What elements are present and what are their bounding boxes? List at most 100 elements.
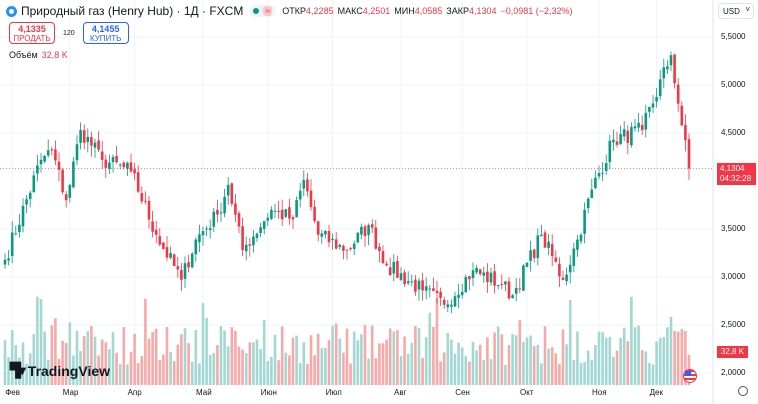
candle-body [248, 244, 252, 246]
volume-bar [363, 325, 367, 385]
y-tick-label: 2,5000 [721, 320, 746, 329]
volume-bar [3, 340, 7, 385]
candle-body [514, 287, 518, 294]
volume-bar [464, 356, 468, 385]
volume-bar [532, 346, 536, 385]
candle-body [86, 136, 90, 143]
volume-bar [183, 328, 187, 385]
us-flag-icon[interactable] [683, 369, 697, 383]
volume-bar [568, 299, 572, 385]
volume-bar [180, 334, 183, 385]
y-tick-label: 2,0000 [721, 368, 746, 377]
candle-body [176, 266, 180, 270]
volume-bar [655, 341, 658, 385]
candle-body [104, 159, 108, 168]
candle-body [543, 232, 547, 248]
volume-bar [187, 343, 190, 385]
candle-body [360, 226, 363, 235]
candle-body [378, 246, 381, 251]
candle-body [147, 200, 151, 220]
x-tick-label: Июл [325, 388, 342, 397]
currency-select[interactable]: USD [718, 3, 754, 19]
volume-bar [122, 327, 126, 385]
candle-body [118, 164, 122, 166]
candle-body [374, 227, 378, 249]
sell-button[interactable]: 4,1335 ПРОДАТЬ [9, 22, 55, 44]
volume-bar [201, 303, 205, 385]
volume-bar [172, 361, 176, 385]
candle-body [576, 239, 579, 250]
volume-legend[interactable]: Объём 32,8 K [9, 50, 68, 60]
volume-bar [28, 353, 32, 385]
symbol-title[interactable]: Природный газ (Henry Hub) · 1Д · FXCM [21, 4, 244, 18]
candle-body [334, 239, 338, 249]
volume-bar [651, 364, 655, 385]
candle-body [414, 279, 417, 292]
candle-body [7, 258, 10, 261]
volume-bar [356, 340, 360, 385]
candle-body [75, 144, 79, 161]
settings-icon[interactable] [738, 386, 748, 396]
candle-body [151, 221, 154, 232]
volume-bar [622, 327, 626, 385]
volume-bar [75, 330, 79, 385]
market-status[interactable]: ≈ [249, 5, 277, 17]
candle-body [669, 55, 673, 66]
volume-bar [421, 357, 424, 385]
candle-body [64, 194, 68, 201]
candle-body [464, 276, 468, 293]
candle-body [201, 231, 205, 236]
volume-bar [543, 326, 547, 385]
volume-bar [86, 331, 90, 385]
candle-body [432, 288, 435, 291]
volume-bar [262, 319, 266, 385]
volume-bar [338, 338, 342, 385]
candle-body [72, 161, 75, 188]
candle-body [194, 239, 198, 255]
volume-bar [288, 355, 291, 385]
volume-bar [442, 352, 446, 385]
volume-bar [36, 296, 39, 385]
volume-bar [273, 334, 277, 385]
gas-logo-icon [6, 5, 17, 17]
candle-body [28, 192, 32, 200]
volume-bar [90, 325, 93, 385]
volume-bar [633, 327, 637, 385]
x-tick-label: Фев [5, 388, 20, 397]
candle-body [3, 259, 7, 265]
volume-bar [241, 349, 244, 385]
candle-body [504, 281, 507, 285]
brand-name: TradingView [27, 362, 111, 379]
candle-body [223, 197, 226, 214]
candle-body [680, 105, 684, 126]
sell-price: 4,1335 [18, 24, 46, 34]
volume-bar [496, 326, 500, 385]
volume-bar [601, 332, 604, 385]
volume-bar [176, 344, 180, 385]
volume-bar [399, 356, 403, 385]
x-tick-label: Дек [649, 388, 663, 397]
candle-body [471, 270, 475, 279]
candle-body [428, 288, 432, 290]
candle-body [54, 149, 57, 161]
volume-bar [522, 341, 525, 385]
buy-button[interactable]: 4,1455 КУПИТЬ [82, 22, 129, 44]
candle-body [140, 193, 144, 202]
volume-tag: 32,8 K [717, 346, 748, 358]
volume-bar [118, 364, 122, 385]
tradingview-logo[interactable]: ▜▾ TradingView [10, 362, 110, 379]
candle-body [68, 184, 72, 198]
candle-body [169, 252, 172, 258]
candle-body [536, 235, 540, 259]
volume-bar [360, 334, 363, 385]
volume-bar [25, 363, 28, 385]
candle-body [270, 209, 273, 219]
volume-bar [432, 326, 435, 385]
candle-body [126, 162, 129, 169]
candle-body [558, 263, 561, 277]
candle-body [313, 206, 316, 221]
volume-bar [342, 352, 345, 385]
volume-bar [280, 326, 284, 385]
candle-body [39, 159, 43, 165]
